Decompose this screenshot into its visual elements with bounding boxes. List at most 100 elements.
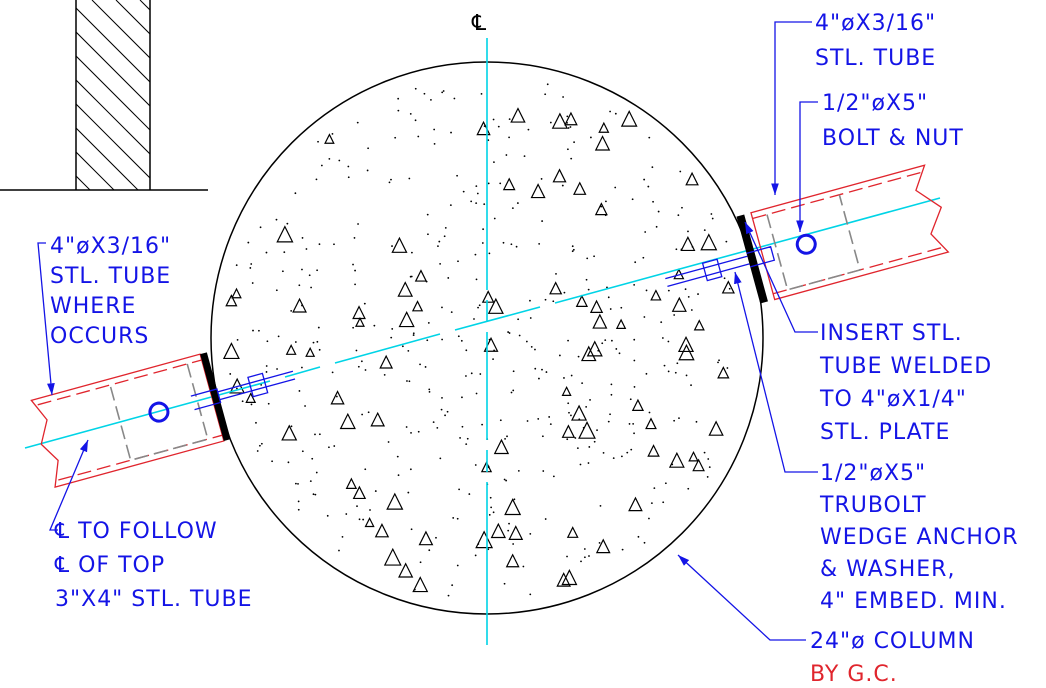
dot bbox=[237, 339, 239, 341]
dot bbox=[652, 201, 654, 203]
dot bbox=[658, 211, 660, 213]
dot bbox=[675, 248, 677, 250]
dot bbox=[632, 423, 634, 425]
dot bbox=[437, 245, 439, 247]
dot bbox=[413, 334, 415, 336]
dot bbox=[459, 437, 461, 439]
dot bbox=[492, 358, 494, 360]
dot bbox=[512, 543, 514, 545]
hatch-line bbox=[164, 0, 364, 200]
hatch-line bbox=[0, 0, 76, 200]
dot bbox=[570, 158, 572, 160]
dot bbox=[467, 438, 469, 440]
aggregate bbox=[392, 238, 406, 252]
dot bbox=[313, 493, 315, 495]
aggregate bbox=[550, 283, 561, 294]
dot bbox=[696, 421, 698, 423]
dot bbox=[710, 213, 712, 215]
dot bbox=[527, 420, 529, 422]
dot bbox=[484, 125, 486, 127]
leader bbox=[735, 272, 818, 472]
dot bbox=[252, 330, 254, 332]
dot bbox=[310, 287, 312, 289]
dot bbox=[375, 490, 377, 492]
label-line: BY G.C. bbox=[810, 662, 898, 687]
dot bbox=[519, 335, 521, 337]
dot bbox=[611, 340, 613, 342]
dot bbox=[567, 402, 569, 404]
dot bbox=[584, 556, 586, 558]
dot bbox=[407, 492, 409, 494]
dot bbox=[541, 178, 543, 180]
dot bbox=[266, 252, 268, 254]
dot bbox=[391, 328, 393, 330]
dot bbox=[622, 549, 624, 551]
dot bbox=[336, 396, 338, 398]
dot bbox=[295, 483, 297, 485]
dot bbox=[441, 409, 443, 411]
dot bbox=[562, 96, 564, 98]
dot bbox=[290, 310, 292, 312]
dot bbox=[298, 501, 300, 503]
dot bbox=[361, 360, 363, 362]
dot bbox=[712, 218, 714, 220]
dot bbox=[573, 141, 575, 143]
dot bbox=[229, 373, 231, 375]
dot bbox=[704, 452, 706, 454]
dot bbox=[687, 488, 689, 490]
dot bbox=[250, 263, 252, 265]
aggregate bbox=[553, 170, 565, 182]
dot bbox=[643, 316, 645, 318]
aggregate bbox=[400, 312, 414, 326]
aggregate bbox=[341, 414, 355, 428]
dot bbox=[690, 384, 692, 386]
dot bbox=[465, 375, 467, 377]
hatch-line bbox=[0, 0, 124, 200]
dot bbox=[260, 226, 262, 228]
dot bbox=[626, 452, 628, 454]
aggregate bbox=[695, 321, 704, 330]
dot bbox=[667, 341, 669, 343]
aggregate bbox=[689, 452, 698, 461]
dot bbox=[508, 137, 510, 139]
label-line: ℄ TO FOLLOW bbox=[54, 519, 218, 544]
aggregate bbox=[633, 400, 643, 410]
dot bbox=[354, 283, 356, 285]
label-line: TO 4"øX1/4" bbox=[819, 387, 967, 412]
label-line: 1/2"øX5" bbox=[822, 91, 928, 116]
aggregate bbox=[376, 524, 388, 536]
dot bbox=[545, 299, 547, 301]
dot bbox=[564, 292, 566, 294]
dot bbox=[605, 200, 607, 202]
dot bbox=[428, 549, 430, 551]
dot bbox=[552, 300, 554, 302]
aggregate bbox=[385, 549, 401, 565]
dot bbox=[397, 98, 399, 100]
dot bbox=[646, 290, 648, 292]
aggregate bbox=[591, 301, 602, 312]
dot bbox=[573, 249, 575, 251]
dot bbox=[660, 321, 662, 323]
dot bbox=[620, 307, 622, 309]
label-line: 4"øX3/16" bbox=[815, 11, 936, 36]
dot bbox=[294, 192, 296, 194]
label-line: 3"X4" STL. TUBE bbox=[55, 587, 252, 612]
dot bbox=[488, 183, 490, 185]
dot bbox=[506, 435, 508, 437]
dot bbox=[585, 406, 587, 408]
dot bbox=[665, 482, 667, 484]
dot bbox=[364, 468, 366, 470]
label-line: 1/2"øX5" bbox=[820, 461, 926, 486]
dot bbox=[566, 556, 568, 558]
dot bbox=[498, 126, 500, 128]
dot bbox=[678, 417, 680, 419]
hatch-line bbox=[140, 0, 340, 200]
dot bbox=[588, 289, 590, 291]
concrete-pattern bbox=[224, 83, 734, 596]
dot bbox=[604, 339, 606, 341]
dot bbox=[444, 235, 446, 237]
dot bbox=[286, 223, 288, 225]
dot bbox=[553, 476, 555, 478]
dot bbox=[571, 375, 573, 377]
dot bbox=[291, 425, 293, 427]
